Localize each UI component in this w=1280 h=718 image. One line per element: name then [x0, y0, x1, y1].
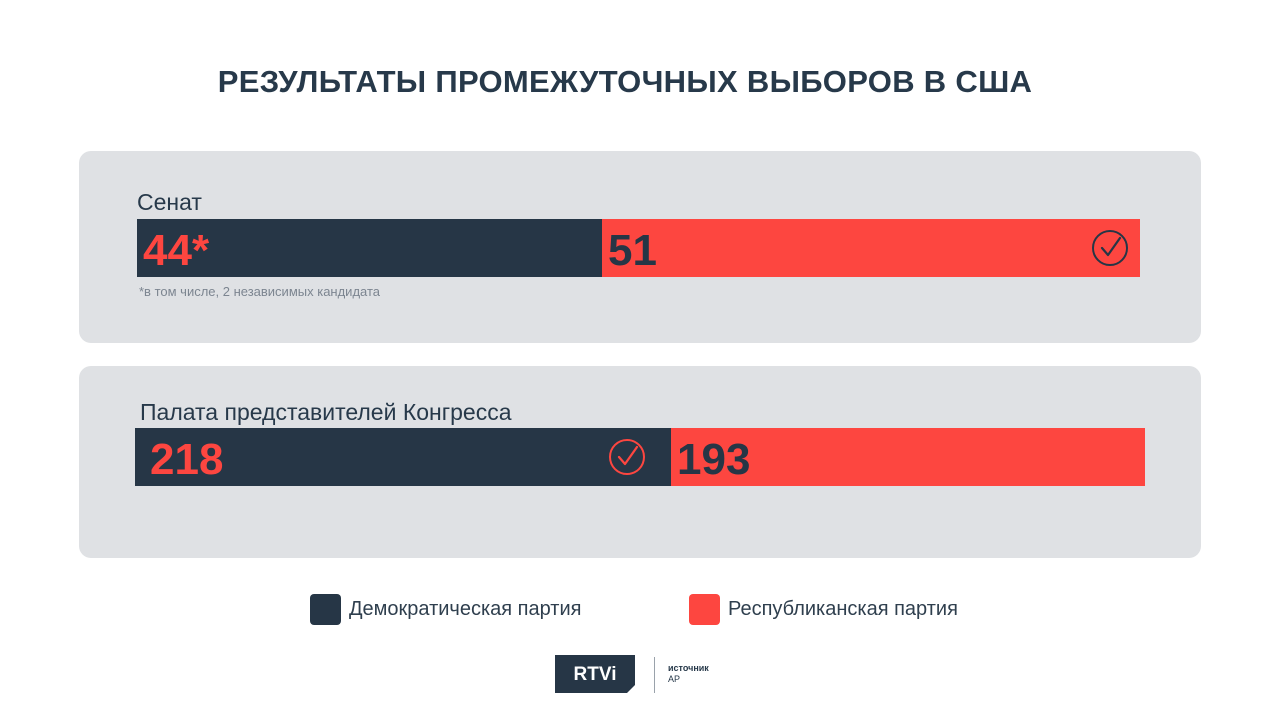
legend-item-democrat: Демократическая партия [310, 594, 581, 625]
house-bar-democrat [135, 428, 671, 486]
senate-value-democrat: 44* [143, 226, 210, 275]
house-bar-chart: 218 193 [135, 428, 1145, 486]
senate-winner-check-icon [1092, 230, 1128, 266]
senate-panel: Сенат 44* 51 *в том числе, 2 независимых … [79, 151, 1201, 343]
legend: Демократическая партия Республиканская п… [0, 594, 1280, 626]
legend-label-republican: Республиканская партия [728, 598, 958, 620]
house-panel: Палата представителей Конгресса 218 193 [79, 366, 1201, 558]
senate-bar-chart: 44* 51 [137, 219, 1140, 277]
legend-item-republican: Республиканская партия [689, 594, 958, 625]
senate-value-republican: 51 [608, 226, 657, 275]
legend-swatch-republican [689, 594, 720, 625]
senate-label: Сенат [137, 189, 202, 215]
brand-block: RTVi источник AP [555, 655, 755, 695]
rtvi-logo-text: RTVi [574, 664, 617, 685]
source-value: AP [668, 674, 681, 684]
house-bar-republican [671, 428, 1145, 486]
senate-bar-republican [602, 219, 1140, 277]
house-value-republican: 193 [677, 435, 750, 484]
source-note: источник AP [668, 663, 709, 685]
senate-footnote: *в том числе, 2 независимых кандидата [139, 284, 381, 299]
legend-label-democrat: Демократическая партия [349, 598, 582, 620]
house-winner-check-icon [609, 439, 645, 475]
brand-divider [654, 657, 655, 693]
senate-bar-democrat [137, 219, 602, 277]
house-label: Палата представителей Конгресса [140, 399, 512, 425]
house-value-democrat: 218 [150, 435, 223, 484]
page-title: РЕЗУЛЬТАТЫ ПРОМЕЖУТОЧНЫХ ВЫБОРОВ В США [217, 64, 1033, 99]
rtvi-logo: RTVi [555, 655, 635, 693]
legend-swatch-democrat [310, 594, 341, 625]
source-label: источник [668, 663, 709, 673]
